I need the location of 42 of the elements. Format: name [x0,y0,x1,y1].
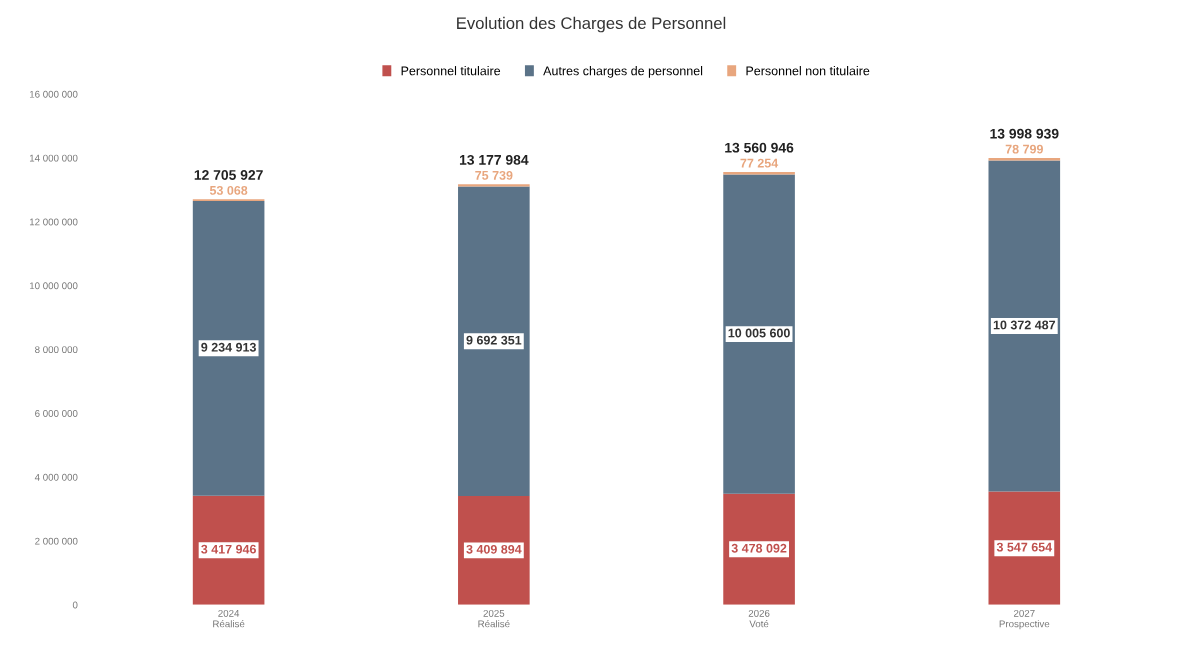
data-label: 77 254 [740,158,779,168]
x-tick-label: 2024 Réalisé [213,609,245,628]
y-tick-label: 12 000 000 [29,218,78,226]
data-label: 75 739 [475,170,513,180]
total-label: 13 998 939 [990,128,1059,139]
total-label: 12 705 927 [194,170,263,180]
data-label: 9 234 913 [201,342,256,352]
data-label: 10 372 487 [993,320,1056,330]
bar [192,200,265,496]
legend-label: Autres charges de personnel [543,66,703,78]
total-label: 13 560 946 [725,142,794,153]
total-label: 13 177 984 [459,154,529,165]
x-tick-label: 2027 Prospective [999,609,1050,630]
x-tick-label: 2026 Voté [748,609,770,628]
bar [723,174,795,494]
y-tick-label: 10 000 000 [29,282,78,290]
bar [458,184,530,187]
legend-label: Personnel non titulaire [746,66,870,76]
bar [988,160,1061,492]
data-label: 3 478 092 [731,543,787,553]
bar [458,186,530,496]
y-tick-label: 4 000 000 [34,473,78,481]
data-label: 3 417 946 [201,544,256,554]
bar [192,495,265,605]
data-label: 9 692 351 [466,335,522,345]
chart-title: Evolution des Charges de Personnel [457,16,726,33]
x-tick-label: 2025 Réalisé [478,609,510,628]
data-label: 3 547 654 [996,542,1053,552]
y-tick-label: 6 000 000 [35,410,78,417]
legend-label: Personnel titulaire [401,66,501,76]
y-tick-label: 0 [72,601,78,609]
y-tick-label: 14 000 000 [29,154,78,162]
y-tick-label: 2 000 000 [35,537,78,545]
data-label: 78 799 [1005,144,1043,154]
bar [988,491,1061,605]
data-label: 53 068 [209,185,248,195]
y-tick-label: 16 000 000 [29,90,78,98]
y-tick-label: 8 000 000 [35,346,78,354]
bar [458,495,530,605]
data-label: 3 409 894 [466,544,522,554]
bar [723,493,795,605]
data-label: 10 005 600 [728,328,790,338]
